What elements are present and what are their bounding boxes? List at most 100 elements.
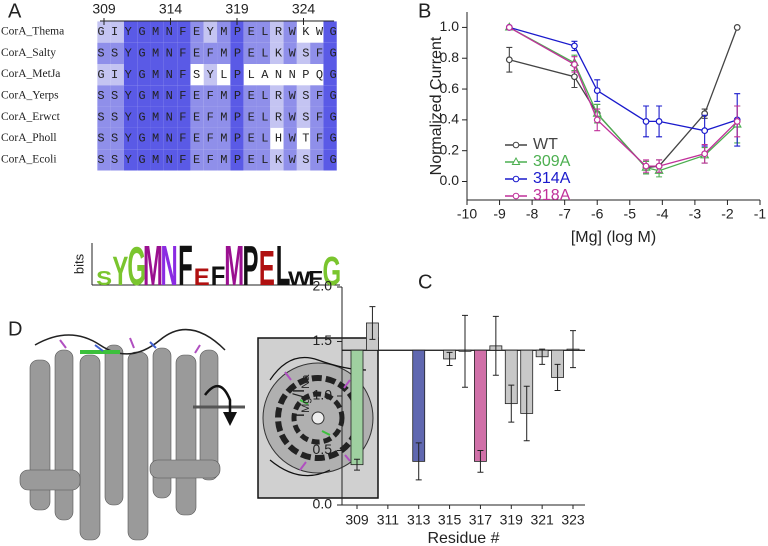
- conservation-shade: [150, 64, 164, 86]
- conservation-shade: [150, 127, 164, 150]
- conservation-shade: [123, 21, 138, 43]
- conservation-shade: [283, 127, 297, 150]
- y-tick-label: 1.0: [440, 18, 460, 34]
- conservation-shade: [97, 127, 111, 150]
- conservation-shade: [203, 64, 218, 86]
- conservation-shade: [310, 149, 324, 171]
- conservation-shade: [190, 85, 204, 107]
- conservation-shade: [270, 149, 284, 171]
- error-bar: [462, 314, 468, 388]
- conservation-shade: [270, 106, 284, 128]
- y-tick-label: 2.0: [313, 278, 333, 294]
- conservation-shade: [283, 106, 297, 128]
- bar: [350, 349, 364, 466]
- structure-top-view: [257, 337, 379, 499]
- conservation-shade: [217, 127, 231, 150]
- logo-ylabel: bits: [71, 253, 86, 274]
- logo-letter: E: [194, 264, 210, 291]
- marker: [593, 87, 601, 94]
- logo-letter: S: [96, 267, 112, 290]
- x-tick-label: -10: [457, 206, 477, 222]
- conservation-shade: [270, 21, 284, 43]
- x-tick-label: -9: [493, 206, 506, 222]
- conservation-shade: [110, 127, 124, 150]
- y-tick-label: 1.5: [313, 332, 333, 348]
- conservation-shade: [163, 64, 178, 86]
- conservation-shade: [323, 149, 337, 171]
- legend-label: 314A: [533, 170, 571, 187]
- conservation-shade: [203, 127, 218, 150]
- conservation-shade: [243, 85, 257, 107]
- conservation-shade: [163, 42, 178, 64]
- conservation-shade: [163, 21, 178, 43]
- conservation-shade: [323, 85, 337, 107]
- conservation-shade: [190, 149, 204, 171]
- y-axis-label: Normalized Current: [428, 36, 445, 175]
- conservation-shade: [203, 42, 218, 64]
- bar: [474, 349, 487, 462]
- y-axis-label-part: Na: [300, 374, 312, 389]
- conservation-shade: [137, 85, 151, 107]
- conservation-shade: [150, 21, 164, 43]
- conservation-shade: [230, 149, 244, 171]
- conservation-shade: [296, 149, 311, 171]
- conservation-shade: [110, 64, 124, 86]
- marker: [571, 42, 578, 50]
- x-tick-label: 313: [407, 512, 431, 528]
- y-tick-label: 0.4: [440, 111, 460, 127]
- conservation-shade: [243, 127, 257, 150]
- conservation-shade: [203, 85, 218, 107]
- conservation-shade: [137, 149, 151, 171]
- conservation-shade: [137, 42, 151, 64]
- conservation-shade: [230, 21, 244, 43]
- legend-marker: [512, 141, 520, 149]
- marker: [571, 73, 578, 81]
- logo-letter: P: [243, 234, 259, 298]
- position-label: 314: [159, 1, 183, 17]
- conservation-shade: [137, 64, 151, 86]
- position-label: 319: [225, 1, 249, 17]
- error-bar: [523, 385, 530, 442]
- marker: [505, 24, 513, 31]
- marker: [701, 150, 709, 158]
- error-bar: [539, 348, 546, 365]
- error-bar: [570, 330, 576, 369]
- conservation-shade: [123, 106, 138, 128]
- sequence-name: CorA_Erwct: [1, 111, 61, 123]
- conservation-shade: [323, 127, 337, 150]
- error-bar: [354, 458, 360, 471]
- conservation-shade: [296, 106, 311, 128]
- marker: [571, 60, 578, 68]
- conservation-shade: [323, 106, 337, 128]
- logo-letter: Y: [112, 250, 128, 295]
- conservation-shade: [256, 127, 271, 150]
- conservation-shade: [256, 106, 271, 128]
- x-tick-label: 323: [561, 512, 585, 528]
- x-tick-label: -3: [689, 206, 702, 222]
- conservation-shade: [137, 21, 151, 43]
- marker: [655, 162, 663, 170]
- conservation-shade: [230, 42, 244, 64]
- marker: [642, 118, 650, 125]
- conservation-shade: [203, 149, 218, 171]
- conservation-shade: [163, 106, 178, 128]
- y-tick-label: 0.8: [440, 49, 460, 65]
- y-tick-label: 1.0: [313, 387, 333, 403]
- conservation-shade: [283, 149, 297, 171]
- logo-letter: G: [127, 236, 146, 297]
- marker: [642, 162, 650, 170]
- logo-letter: M: [143, 234, 163, 298]
- conservation-shade: [230, 106, 244, 128]
- conservation-shade: [296, 42, 311, 64]
- logo-letter: E: [259, 242, 275, 297]
- conservation-shade: [190, 127, 204, 150]
- conservation-shade: [110, 21, 124, 43]
- panel-label: B: [418, 0, 431, 22]
- y-tick-label: 0.2: [440, 141, 460, 157]
- sequence-name: CorA_Ecoli: [1, 153, 57, 165]
- logo-letter: W: [288, 267, 311, 289]
- conservation-shade: [123, 149, 138, 171]
- x-axis-label: [Mg] (log M): [571, 229, 656, 246]
- conservation-shade: [217, 85, 231, 107]
